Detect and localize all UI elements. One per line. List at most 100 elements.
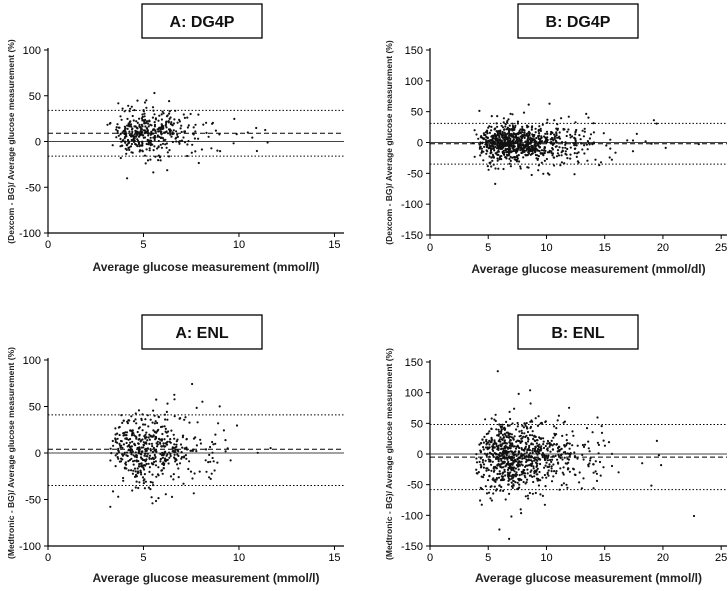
data-point — [212, 460, 215, 463]
data-point — [112, 444, 115, 447]
data-point — [559, 164, 562, 167]
data-point — [511, 122, 514, 125]
data-point — [541, 123, 544, 126]
data-point — [128, 123, 131, 126]
data-point — [125, 454, 128, 457]
data-point — [574, 141, 577, 144]
data-point — [126, 420, 129, 423]
data-point — [526, 464, 529, 467]
data-point — [510, 143, 513, 146]
data-point — [118, 433, 121, 437]
data-point — [488, 443, 491, 446]
data-point — [166, 151, 169, 154]
data-point — [494, 452, 498, 455]
data-point — [551, 444, 554, 447]
data-point — [152, 446, 155, 450]
data-point — [500, 158, 503, 161]
data-point — [492, 454, 495, 457]
data-point — [564, 146, 567, 149]
data-point — [119, 115, 122, 118]
data-point — [504, 474, 507, 477]
data-point — [488, 458, 491, 462]
data-point — [526, 478, 529, 481]
data-point — [160, 439, 163, 442]
data-point — [510, 458, 513, 461]
data-point — [522, 470, 525, 473]
data-point — [151, 116, 154, 119]
data-point — [574, 131, 577, 134]
data-point — [141, 134, 144, 137]
x-tick-label: 25 — [715, 242, 727, 254]
data-point — [561, 458, 564, 461]
data-point — [139, 471, 143, 474]
data-point — [195, 406, 198, 409]
data-point — [496, 115, 499, 118]
data-point — [531, 133, 534, 136]
data-point — [157, 154, 160, 157]
data-point — [485, 469, 488, 472]
y-axis-title: (Medtronic - BG)/ Average glucose measur… — [384, 348, 394, 560]
data-point — [494, 145, 497, 148]
data-point — [540, 437, 543, 440]
data-point — [116, 456, 119, 459]
data-point — [131, 114, 134, 118]
data-point — [494, 182, 497, 185]
data-point — [492, 146, 495, 149]
data-point — [114, 437, 117, 440]
data-point — [142, 423, 145, 426]
data-point — [143, 122, 146, 125]
data-point — [500, 426, 503, 429]
data-point — [482, 137, 485, 141]
data-point — [482, 448, 485, 451]
data-point — [119, 133, 122, 136]
data-point — [491, 448, 494, 451]
data-point — [129, 145, 133, 148]
data-point — [154, 155, 157, 158]
data-point — [553, 164, 556, 167]
data-point — [517, 450, 521, 453]
data-point — [145, 462, 148, 466]
data-point — [520, 440, 523, 443]
data-point — [539, 462, 542, 466]
data-point — [537, 479, 541, 482]
data-point — [508, 410, 511, 413]
data-point — [534, 450, 537, 453]
data-point — [143, 487, 146, 490]
data-point — [547, 469, 550, 472]
data-point — [518, 446, 521, 450]
data-point — [492, 155, 495, 158]
data-point — [519, 478, 522, 481]
data-point — [120, 144, 124, 147]
data-point — [549, 443, 552, 446]
data-point — [229, 459, 232, 462]
data-point — [585, 427, 589, 430]
y-tick-label: -50 — [25, 182, 41, 194]
data-point — [556, 136, 559, 139]
data-point — [144, 125, 147, 128]
data-point — [162, 127, 165, 130]
data-point — [135, 422, 138, 425]
data-point — [132, 463, 135, 466]
data-point — [538, 134, 541, 137]
data-point — [149, 418, 152, 421]
data-point — [545, 476, 548, 479]
data-point — [152, 149, 155, 152]
data-point — [490, 440, 493, 444]
data-point — [551, 148, 555, 151]
data-point — [499, 440, 502, 443]
data-point — [501, 472, 504, 475]
data-point — [138, 437, 141, 441]
data-point — [610, 464, 614, 468]
data-point — [161, 472, 164, 475]
data-point — [533, 459, 536, 462]
data-point — [603, 444, 607, 447]
data-point — [555, 472, 558, 475]
data-point — [513, 450, 516, 453]
data-point — [559, 467, 562, 470]
data-point — [502, 121, 505, 124]
data-point — [535, 477, 539, 480]
data-point — [566, 442, 569, 445]
data-point — [487, 147, 490, 150]
data-point — [142, 443, 145, 446]
data-point — [123, 137, 126, 140]
